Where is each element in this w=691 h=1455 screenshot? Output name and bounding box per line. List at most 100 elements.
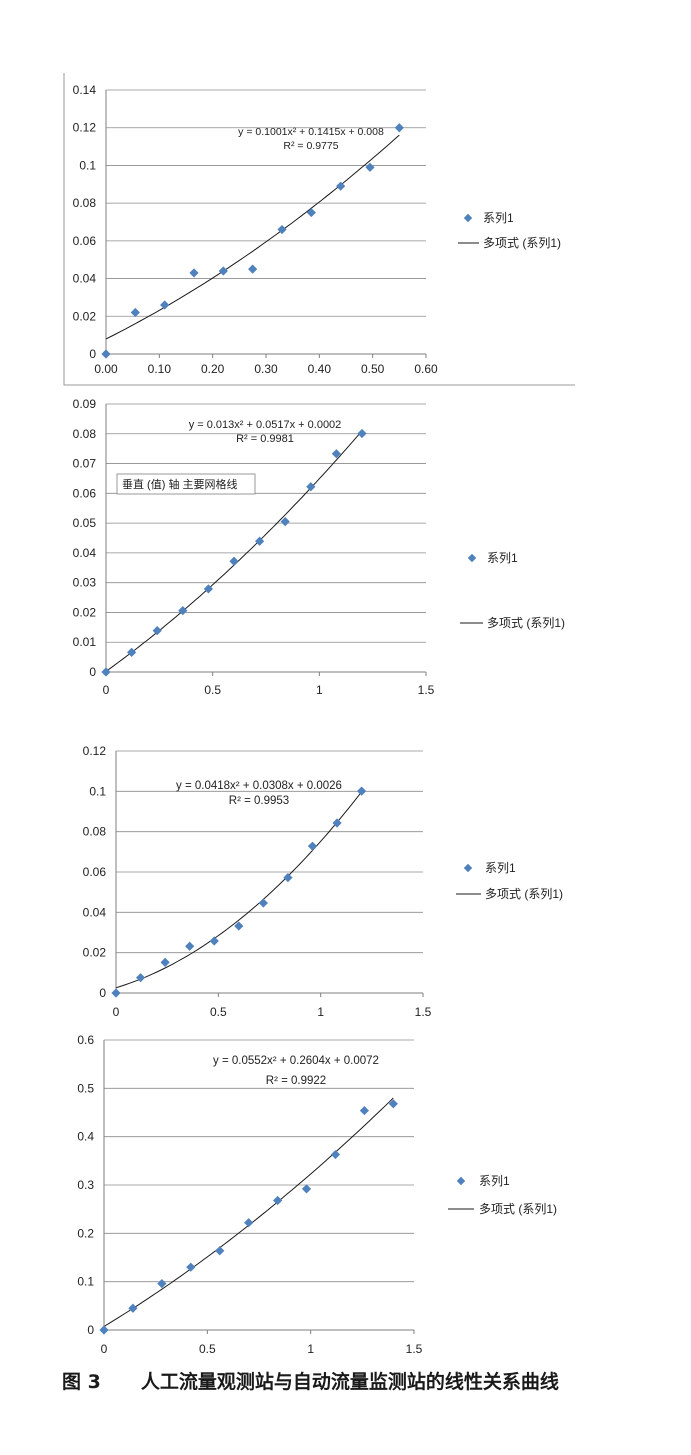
data-point bbox=[248, 264, 258, 274]
y-tick-label: 0 bbox=[87, 1323, 94, 1337]
y-tick-label: 0.07 bbox=[73, 457, 97, 471]
trendline bbox=[105, 430, 363, 672]
x-tick-label: 0 bbox=[101, 1342, 108, 1356]
data-point bbox=[258, 898, 268, 908]
figure-number: 图 3 bbox=[62, 1371, 101, 1393]
legend-trend-label: 多项式 (系列1) bbox=[485, 887, 563, 901]
x-tick-label: 1.5 bbox=[406, 1342, 423, 1356]
y-tick-label: 0.2 bbox=[77, 1226, 94, 1240]
y-tick-label: 0 bbox=[89, 665, 96, 679]
x-tick-label: 1 bbox=[317, 1005, 324, 1019]
y-tick-label: 0.09 bbox=[73, 397, 97, 411]
y-tick-label: 0.06 bbox=[73, 234, 97, 248]
y-tick-label: 0 bbox=[89, 347, 96, 361]
data-point bbox=[307, 841, 318, 851]
y-tick-label: 0.6 bbox=[77, 1033, 94, 1047]
trendline-r2: R² = 0.9953 bbox=[229, 795, 289, 807]
chart-1: 0 0.02 0.04 0.06 0.08 0.1 0.12 0.14 0.00 0.10 0.20… bbox=[63, 73, 575, 386]
x-tick-label: 1.5 bbox=[418, 683, 435, 697]
data-point bbox=[359, 1105, 369, 1116]
y-tick-label: 0.06 bbox=[73, 486, 97, 500]
x-tick-label: 1.5 bbox=[415, 1005, 432, 1019]
y-tick-label: 0.1 bbox=[79, 158, 96, 172]
data-point bbox=[160, 300, 170, 310]
gridline-tooltip-text: 垂直 (值) 轴 主要网格线 bbox=[122, 477, 238, 491]
x-tick-label: 0.50 bbox=[361, 362, 385, 376]
data-point bbox=[357, 786, 367, 796]
x-tick-label: 0.20 bbox=[201, 362, 225, 376]
trendline-r2: R² = 0.9981 bbox=[236, 433, 294, 445]
x-tick-label: 1 bbox=[307, 1342, 314, 1356]
legend-marker bbox=[463, 213, 473, 223]
y-tick-label: 0.06 bbox=[83, 865, 107, 879]
y-tick-label: 0.3 bbox=[77, 1178, 94, 1192]
y-tick-label: 0.08 bbox=[83, 825, 107, 839]
data-point bbox=[331, 449, 341, 459]
data-point bbox=[203, 584, 213, 594]
y-tick-label: 0.04 bbox=[73, 546, 97, 560]
y-tick-label: 0.12 bbox=[83, 744, 107, 758]
y-tick-label: 0.01 bbox=[73, 635, 97, 649]
y-tick-label: 0.02 bbox=[83, 946, 107, 960]
data-point bbox=[357, 428, 367, 439]
legend-trend-label: 多项式 (系列1) bbox=[487, 616, 565, 630]
legend-series-label: 系列1 bbox=[487, 551, 518, 565]
data-point bbox=[111, 988, 121, 998]
gridline-tooltip bbox=[116, 473, 256, 495]
legend-series-label: 系列1 bbox=[483, 211, 514, 225]
figure-caption-text: 人工流量观测站与自动流量监测站的线性关系曲线 bbox=[140, 1371, 559, 1393]
x-tick-label: 0.40 bbox=[308, 362, 332, 376]
y-tick-label: 0.03 bbox=[73, 576, 97, 590]
trendline-equation: y = 0.0418x² + 0.0308x + 0.0026 bbox=[176, 780, 342, 792]
data-point bbox=[306, 207, 316, 218]
y-tick-label: 0.1 bbox=[77, 1275, 94, 1289]
data-point bbox=[301, 1184, 312, 1194]
legend-trend-label: 多项式 (系列1) bbox=[479, 1202, 557, 1216]
chart-4: 0 0.1 0.2 0.3 0.4 0.5 0.6 0 0.5 1 1.5 y = 0.0552x² … bbox=[77, 1033, 557, 1356]
chart-frame bbox=[63, 73, 575, 386]
data-point bbox=[273, 1195, 283, 1206]
trendline-r2: R² = 0.9775 bbox=[283, 140, 338, 152]
data-point bbox=[336, 181, 346, 191]
legend-series-label: 系列1 bbox=[479, 1174, 510, 1188]
data-point bbox=[255, 536, 265, 546]
trendline bbox=[103, 1097, 394, 1327]
data-point bbox=[185, 941, 195, 951]
x-tick-label: 0.5 bbox=[199, 1342, 216, 1356]
legend-series-label: 系列1 bbox=[485, 861, 516, 875]
chart-2: 0 0.01 0.02 0.03 0.04 0.05 0.06 0.07 0.08 0.09 0 0.… bbox=[73, 397, 565, 697]
data-point bbox=[388, 1099, 398, 1109]
data-point bbox=[306, 482, 316, 492]
y-tick-label: 0.5 bbox=[77, 1081, 94, 1095]
y-tick-label: 0.05 bbox=[73, 516, 97, 530]
data-point bbox=[244, 1218, 254, 1228]
y-tick-label: 0.1 bbox=[89, 784, 106, 798]
trendline-equation: y = 0.1001x² + 0.1415x + 0.008 bbox=[238, 126, 384, 138]
data-point bbox=[135, 973, 146, 983]
x-tick-label: 0.5 bbox=[204, 683, 221, 697]
y-tick-label: 0.04 bbox=[73, 272, 97, 286]
trendline-equation: y = 0.0552x² + 0.2604x + 0.0072 bbox=[213, 1055, 379, 1067]
data-point bbox=[209, 936, 219, 946]
data-point bbox=[277, 224, 287, 235]
x-tick-label: 0.60 bbox=[414, 362, 438, 376]
x-tick-label: 0.10 bbox=[148, 362, 172, 376]
data-point bbox=[332, 818, 342, 828]
trendline bbox=[115, 791, 362, 989]
chart-3: 0 0.02 0.04 0.06 0.08 0.1 0.12 0 0.5 1 1.5 y = 0.04… bbox=[83, 744, 563, 1019]
figure-caption: 图 3 人工流量观测站与自动流量监测站的线性关系曲线 bbox=[62, 1367, 559, 1394]
data-point bbox=[234, 921, 244, 931]
data-point bbox=[152, 626, 162, 636]
data-point bbox=[128, 1303, 138, 1313]
data-point bbox=[160, 957, 170, 967]
x-tick-label: 0.30 bbox=[254, 362, 278, 376]
legend-marker bbox=[467, 553, 477, 563]
legend-marker bbox=[456, 1176, 466, 1186]
data-point bbox=[101, 349, 111, 359]
y-tick-label: 0.02 bbox=[73, 605, 97, 619]
data-point bbox=[189, 268, 199, 278]
data-point bbox=[283, 873, 293, 883]
x-tick-label: 0 bbox=[113, 1005, 120, 1019]
legend-trend-label: 多项式 (系列1) bbox=[483, 236, 561, 250]
x-tick-label: 1 bbox=[316, 683, 323, 697]
